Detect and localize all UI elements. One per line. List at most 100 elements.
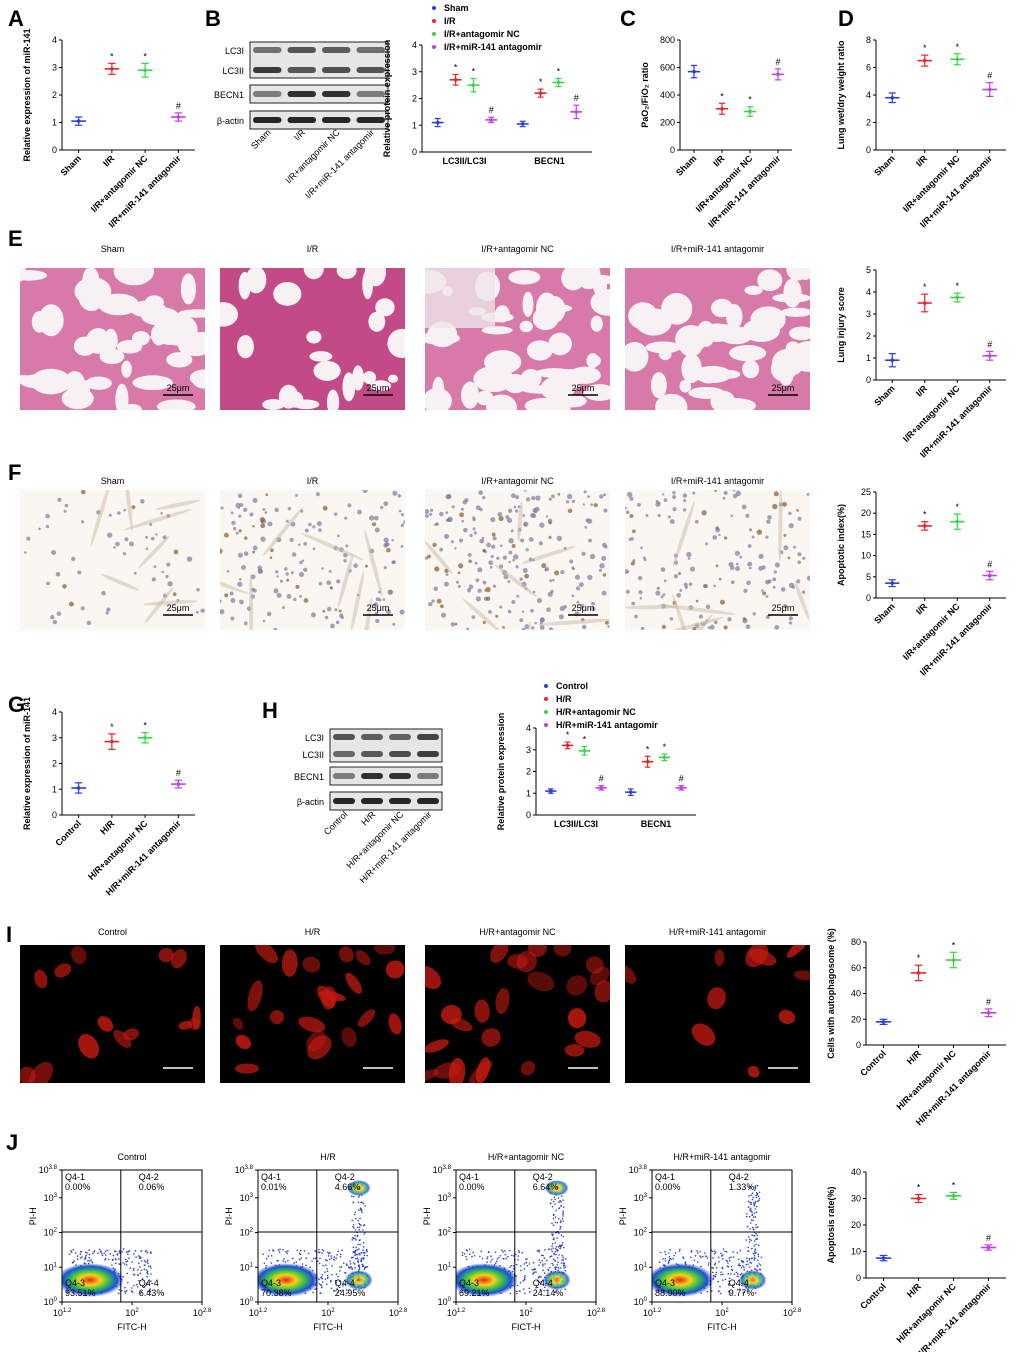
- scale-bar-label: 25μm: [367, 1056, 390, 1066]
- nucleus: [548, 627, 554, 630]
- significance-marker: *: [955, 502, 959, 512]
- septum: [518, 621, 531, 630]
- y-tick-label: 0: [52, 145, 57, 155]
- y-tick-label: 102: [634, 1228, 648, 1238]
- significance-marker: #: [489, 105, 494, 115]
- tick-base: 10: [44, 1297, 54, 1307]
- event: [562, 1246, 565, 1249]
- nucleus: [462, 499, 467, 505]
- y-axis-label: Apoptosis rate(%): [826, 1186, 836, 1263]
- event: [753, 1204, 755, 1207]
- cell: [321, 986, 337, 1010]
- nucleus: [727, 617, 732, 622]
- event: [750, 1210, 752, 1212]
- mean-dot: [987, 354, 992, 358]
- event: [516, 1292, 518, 1295]
- event: [79, 1250, 82, 1253]
- event: [362, 1202, 365, 1205]
- event: [543, 1289, 545, 1292]
- event: [558, 1201, 560, 1204]
- scale-bar-label: 25μm: [572, 1056, 595, 1066]
- mean-dot: [538, 91, 543, 95]
- nucleus: [581, 624, 587, 630]
- nucleus: [326, 606, 332, 612]
- nucleus: [425, 514, 429, 518]
- event: [324, 1264, 327, 1266]
- event: [270, 1262, 273, 1264]
- event: [538, 1251, 540, 1253]
- alveolus: [156, 399, 196, 410]
- nucleus: [645, 514, 649, 517]
- event: [352, 1262, 355, 1264]
- event: [362, 1245, 365, 1248]
- event: [277, 1249, 280, 1251]
- y-tick-label: 101: [438, 1262, 452, 1272]
- y-tick-label: 100: [438, 1297, 452, 1307]
- event: [317, 1260, 319, 1263]
- cell: [388, 1013, 402, 1035]
- nucleus: [758, 553, 764, 559]
- event: [717, 1280, 719, 1283]
- cell: [20, 1066, 36, 1083]
- tick-base: 10: [44, 1228, 54, 1238]
- nucleus: [539, 617, 545, 623]
- alveolus: [568, 366, 601, 384]
- nucleus: [532, 590, 536, 594]
- tick-base: 10: [433, 1165, 443, 1175]
- nucleus: [166, 562, 171, 567]
- quadrant-percent: 24.95%: [335, 1288, 366, 1298]
- tick-base: 10: [249, 1308, 259, 1318]
- nucleus: [472, 527, 476, 531]
- nucleus: [86, 620, 92, 626]
- quadrant-name: Q4-4: [139, 1278, 159, 1288]
- event: [755, 1211, 758, 1214]
- nucleus: [333, 512, 338, 516]
- event: [731, 1269, 734, 1272]
- event: [353, 1250, 355, 1253]
- event: [291, 1257, 294, 1260]
- event: [138, 1262, 140, 1265]
- event: [339, 1270, 341, 1272]
- nucleus: [439, 547, 444, 552]
- event: [353, 1227, 355, 1229]
- alveolus: [590, 289, 610, 316]
- event: [352, 1246, 355, 1248]
- nucleus: [220, 506, 224, 510]
- nucleus: [765, 595, 769, 598]
- nucleus: [591, 606, 596, 612]
- event: [736, 1273, 739, 1275]
- nucleus: [578, 582, 584, 588]
- nucleus: [575, 586, 581, 591]
- event: [560, 1262, 563, 1264]
- significance-marker: *: [143, 721, 147, 731]
- event: [338, 1280, 341, 1283]
- event: [351, 1195, 353, 1198]
- septum: [220, 567, 250, 595]
- nucleus: [38, 527, 41, 531]
- quadrant-name: Q4-1: [261, 1172, 281, 1182]
- y-tick-label: 103.8: [433, 1165, 452, 1175]
- quadrant-name: Q4-4: [533, 1278, 553, 1288]
- septum: [262, 507, 304, 556]
- event: [358, 1252, 360, 1255]
- nucleus: [682, 493, 688, 498]
- nucleus: [108, 513, 112, 517]
- flow-title: H/R+antagomir NC: [488, 1152, 565, 1162]
- alveolus: [678, 333, 703, 357]
- nucleus: [732, 490, 736, 492]
- nucleus: [295, 584, 300, 589]
- event: [132, 1269, 135, 1271]
- nucleus: [186, 556, 193, 562]
- nucleus: [113, 546, 116, 549]
- nucleus: [45, 524, 50, 529]
- alveolus: [220, 302, 238, 327]
- event: [560, 1201, 562, 1203]
- event: [558, 1207, 560, 1210]
- event: [750, 1219, 753, 1221]
- nucleus: [252, 545, 258, 551]
- quadrant-name: Q4-1: [65, 1172, 85, 1182]
- tick-exponent: 1: [448, 1262, 452, 1268]
- nucleus: [293, 597, 297, 602]
- micrograph: [425, 268, 610, 410]
- x-tick-label: LC3II/LC3I: [442, 156, 486, 166]
